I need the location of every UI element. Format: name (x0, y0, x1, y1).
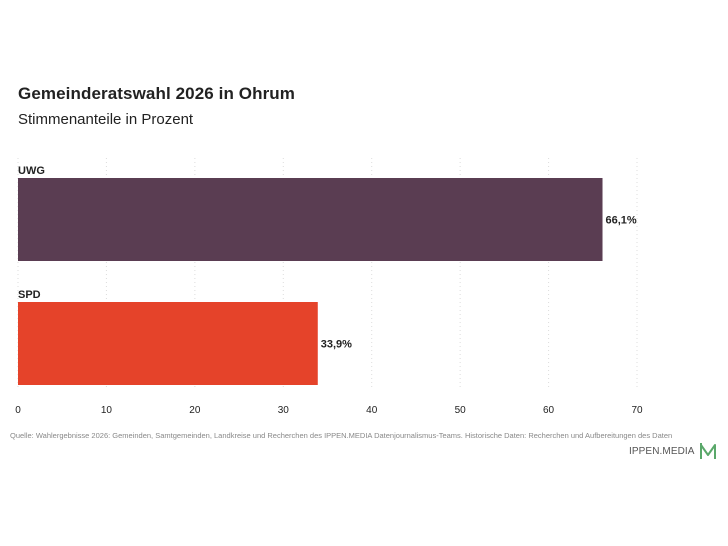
brand-name: IPPEN.MEDIA (629, 445, 695, 457)
x-tick-label-2: 20 (189, 405, 201, 416)
x-tick-label-6: 60 (543, 405, 555, 416)
category-label-spd: SPD (18, 289, 41, 301)
bar-chart: UWG 66,1% SPD 33,9% 0 10 20 30 40 50 60 70 (15, 158, 643, 416)
x-tick-label-0: 0 (15, 405, 21, 416)
brand-logo: IPPEN.MEDIA (629, 441, 717, 461)
x-tick-label-5: 50 (455, 405, 467, 416)
x-tick-label-1: 10 (101, 405, 113, 416)
value-label-uwg: 66,1% (606, 215, 637, 227)
value-label-spd: 33,9% (321, 339, 352, 351)
bar-uwg (18, 178, 603, 261)
x-tick-label-4: 40 (366, 405, 378, 416)
ippen-m-icon (699, 443, 716, 459)
chart-subtitle: Stimmenanteile in Prozent (18, 111, 194, 128)
source-note: Quelle: Wahlergebnisse 2026: Gemeinden, … (10, 431, 673, 440)
x-tick-label-3: 30 (278, 405, 290, 416)
category-label-uwg: UWG (18, 165, 45, 177)
x-tick-label-7: 70 (631, 405, 643, 416)
chart-title: Gemeinderatswahl 2026 in Ohrum (18, 84, 295, 103)
bar-spd (18, 302, 318, 385)
